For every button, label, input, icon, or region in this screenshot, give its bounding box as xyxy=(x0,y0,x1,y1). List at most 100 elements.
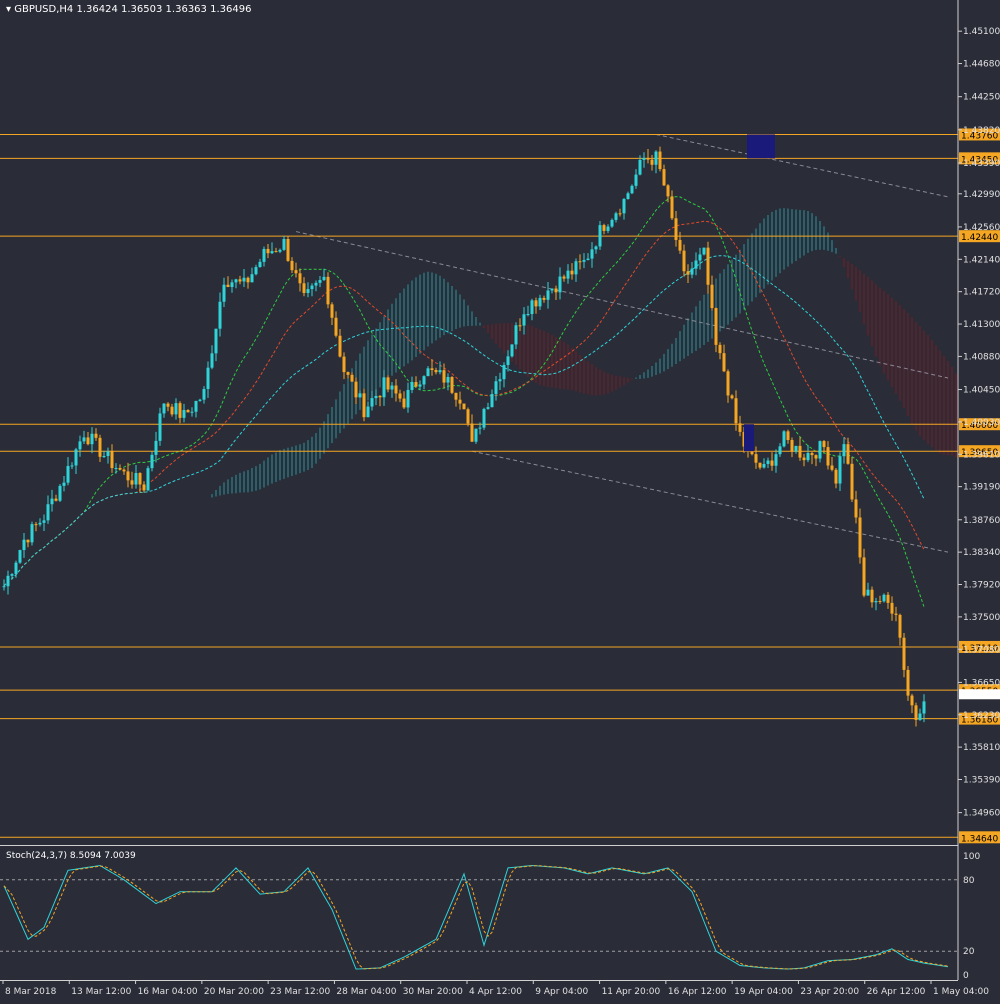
candle-body[interactable] xyxy=(574,261,578,275)
candle-body[interactable] xyxy=(170,406,174,415)
candle-body[interactable] xyxy=(26,539,30,543)
candle-body[interactable] xyxy=(330,304,334,318)
candle-body[interactable] xyxy=(238,279,242,282)
candle-body[interactable] xyxy=(614,213,618,220)
candle-body[interactable] xyxy=(278,249,282,252)
candle-body[interactable] xyxy=(918,713,922,720)
candle-body[interactable] xyxy=(102,455,106,457)
candle-body[interactable] xyxy=(386,377,390,390)
candle-body[interactable] xyxy=(738,423,742,432)
candle-body[interactable] xyxy=(854,499,858,518)
candle-body[interactable] xyxy=(214,328,218,354)
candle-body[interactable] xyxy=(590,249,594,259)
candle-body[interactable] xyxy=(206,367,210,390)
candle-body[interactable] xyxy=(830,465,834,470)
candle-body[interactable] xyxy=(174,403,178,415)
candle-body[interactable] xyxy=(358,393,362,398)
candle-body[interactable] xyxy=(326,276,330,305)
candle-body[interactable] xyxy=(378,395,382,398)
candle-body[interactable] xyxy=(282,238,286,250)
candle-body[interactable] xyxy=(622,199,626,214)
candle-body[interactable] xyxy=(398,393,402,399)
candle-body[interactable] xyxy=(582,260,586,262)
candle-body[interactable] xyxy=(146,468,150,491)
candle-body[interactable] xyxy=(454,392,458,400)
candle-body[interactable] xyxy=(806,453,810,461)
candle-body[interactable] xyxy=(482,408,486,428)
candle-body[interactable] xyxy=(838,456,842,484)
candle-body[interactable] xyxy=(650,159,654,165)
candle-body[interactable] xyxy=(394,385,398,394)
candle-body[interactable] xyxy=(302,283,306,293)
candle-body[interactable] xyxy=(234,279,238,283)
candle-body[interactable] xyxy=(762,463,766,468)
candle-body[interactable] xyxy=(270,251,274,254)
candle-body[interactable] xyxy=(642,157,646,160)
candle-body[interactable] xyxy=(566,270,570,279)
candle-body[interactable] xyxy=(242,277,246,282)
candle-body[interactable] xyxy=(274,251,278,253)
candle-body[interactable] xyxy=(502,365,506,380)
candle-body[interactable] xyxy=(678,239,682,251)
candle-body[interactable] xyxy=(778,446,782,455)
candle-body[interactable] xyxy=(306,289,310,293)
candle-body[interactable] xyxy=(462,403,466,410)
candle-body[interactable] xyxy=(510,344,514,357)
candle-body[interactable] xyxy=(442,370,446,383)
candle-body[interactable] xyxy=(786,431,790,441)
candle-body[interactable] xyxy=(94,433,98,438)
candle-body[interactable] xyxy=(230,282,234,288)
candle-body[interactable] xyxy=(414,382,418,387)
candle-body[interactable] xyxy=(322,276,326,281)
candle-body[interactable] xyxy=(526,314,530,316)
candle-body[interactable] xyxy=(890,602,894,614)
candle-body[interactable] xyxy=(410,382,414,390)
candle-body[interactable] xyxy=(66,466,70,483)
candle-body[interactable] xyxy=(134,473,138,485)
candle-body[interactable] xyxy=(74,449,78,466)
trend-line[interactable] xyxy=(655,133,949,198)
candle-body[interactable] xyxy=(538,297,542,307)
candle-body[interactable] xyxy=(178,403,182,418)
candle-body[interactable] xyxy=(550,288,554,291)
candle-body[interactable] xyxy=(554,288,558,293)
candle-body[interactable] xyxy=(858,517,862,558)
candle-body[interactable] xyxy=(758,462,762,468)
candle-body[interactable] xyxy=(314,282,318,286)
candle-body[interactable] xyxy=(366,406,370,418)
candle-body[interactable] xyxy=(110,451,114,469)
candle-body[interactable] xyxy=(662,169,666,186)
candle-body[interactable] xyxy=(814,455,818,459)
candle-body[interactable] xyxy=(182,410,186,418)
marker-box[interactable] xyxy=(744,424,754,452)
candle-body[interactable] xyxy=(630,185,634,194)
candle-body[interactable] xyxy=(874,601,878,603)
candle-body[interactable] xyxy=(138,473,142,485)
candle-body[interactable] xyxy=(698,254,702,261)
candle-body[interactable] xyxy=(690,268,694,275)
candle-body[interactable] xyxy=(626,193,630,200)
candle-body[interactable] xyxy=(290,260,294,271)
candle-body[interactable] xyxy=(702,247,706,255)
candle-body[interactable] xyxy=(734,398,738,424)
candle-body[interactable] xyxy=(458,399,462,404)
candle-body[interactable] xyxy=(790,440,794,452)
candle-body[interactable] xyxy=(202,389,206,400)
candle-body[interactable] xyxy=(362,393,366,418)
candle-body[interactable] xyxy=(194,400,198,412)
candle-body[interactable] xyxy=(782,431,786,447)
candle-body[interactable] xyxy=(6,575,10,587)
candle-body[interactable] xyxy=(634,174,638,186)
candle-body[interactable] xyxy=(38,522,42,525)
candle-body[interactable] xyxy=(750,450,754,455)
candle-body[interactable] xyxy=(594,246,598,250)
candle-body[interactable] xyxy=(86,437,90,445)
candle-body[interactable] xyxy=(98,437,102,457)
candle-body[interactable] xyxy=(46,504,50,521)
candle-body[interactable] xyxy=(506,356,510,366)
candle-body[interactable] xyxy=(610,219,614,227)
candle-body[interactable] xyxy=(158,413,162,441)
candle-body[interactable] xyxy=(562,276,566,279)
candle-body[interactable] xyxy=(354,381,358,398)
